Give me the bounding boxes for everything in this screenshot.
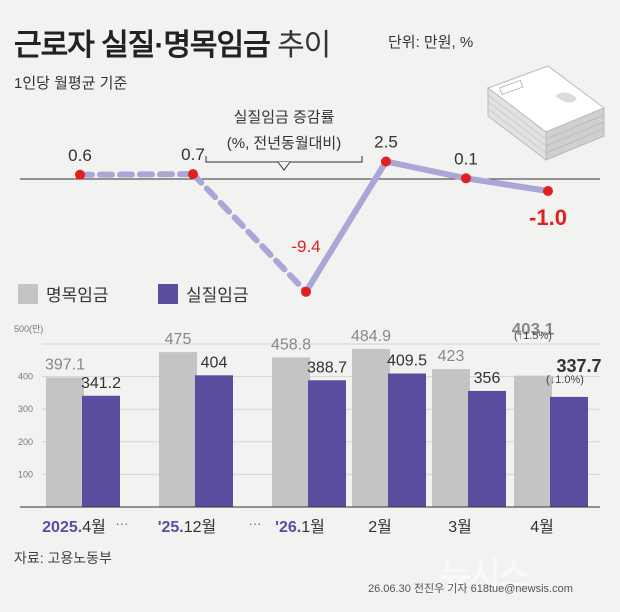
line-segment <box>77 171 196 178</box>
x-tick-label: '25.12월 <box>158 518 217 536</box>
title-light: 추이 <box>277 29 331 62</box>
bar-nominal-label: 423 <box>438 348 465 365</box>
line-segment <box>463 175 551 194</box>
bar-real-label: 337.7 <box>556 356 601 376</box>
line-chart: 0.6 0.7 -9.4 2.5 0.1 -1.0 <box>68 133 567 297</box>
line-point <box>381 156 391 167</box>
line-point <box>461 173 471 184</box>
legend-real-swatch <box>158 284 178 304</box>
bar-nominal-label: 484.9 <box>351 328 391 345</box>
bar-real <box>82 395 120 507</box>
x-tick-label: 2025.4월 <box>42 518 106 536</box>
line-data-label: -9.4 <box>291 237 320 256</box>
chart-title: 근로자 실질·명목임금 추이 <box>14 20 331 64</box>
bar-nominal-label: 403.1 <box>512 320 555 339</box>
line-point <box>543 186 553 196</box>
x-tick-label: 2월 <box>368 518 392 536</box>
legend-nominal-swatch <box>18 284 38 304</box>
line-segment <box>303 158 389 295</box>
x-axis: 2025.4월 '25.12월 '26.1월 2월 3월 4월 ··· ··· <box>20 506 600 536</box>
bar-real <box>308 380 346 507</box>
line-point <box>75 169 85 180</box>
line-data-label: 2.5 <box>374 133 398 152</box>
bar-nominal <box>432 369 470 507</box>
bar-nominal <box>352 348 390 507</box>
x-tick-label: '26.1월 <box>275 518 325 536</box>
line-data-label: 0.7 <box>181 145 205 164</box>
bar-real-label: 341.2 <box>81 375 121 392</box>
watermark-logo: 뉴시스 <box>440 557 530 595</box>
line-point <box>188 169 198 180</box>
legend-nominal-label: 명목임금 <box>46 286 109 305</box>
bar-real-label: 356 <box>474 370 501 387</box>
line-data-label: -1.0 <box>529 205 567 230</box>
nominal-change-note: (↑1.5%) <box>514 330 552 342</box>
x-tick-label: 3월 <box>448 518 472 536</box>
y-tick-label: 100 <box>18 469 33 479</box>
real-change-note: (↓1.0%) <box>546 374 584 386</box>
bar-nominal <box>272 357 310 507</box>
annotation-line1: 실질임금 증감률 <box>234 109 335 126</box>
bar-real-label: 388.7 <box>307 359 347 376</box>
bar-nominal <box>159 352 197 507</box>
y-unit-label: 500(만) <box>14 324 43 334</box>
annotation: 실질임금 증감률 (%, 전년동월대비) <box>205 109 363 171</box>
bar-nominal-label: 475 <box>165 331 192 348</box>
line-point <box>301 286 311 297</box>
legend-real-label: 실질임금 <box>186 286 249 305</box>
bar-nominal-label: 397.1 <box>45 357 85 374</box>
unit-label: 단위: 만원, % <box>388 34 474 51</box>
bar-real <box>195 375 233 507</box>
line-segment <box>190 171 309 295</box>
bar-nominal <box>514 375 552 507</box>
annotation-line2: (%, 전년동월대비) <box>227 135 341 152</box>
y-tick-label: 300 <box>18 404 33 414</box>
money-stack-icon <box>486 65 606 162</box>
basis-label: 1인당 월평균 기준 <box>14 75 128 92</box>
bar-real <box>468 390 506 507</box>
axis-break-dots: ··· <box>249 516 262 531</box>
credit-label: 26.06.30 전진우 기자 618tue@newsis.com <box>368 583 573 595</box>
source-label: 자료: 고용노동부 <box>14 550 112 566</box>
title-main: 근로자 실질·명목임금 <box>14 29 271 62</box>
bar-real <box>388 373 426 507</box>
line-data-label: 0.6 <box>68 146 92 165</box>
line-segment <box>383 158 469 182</box>
bar-real-label: 409.5 <box>387 353 427 370</box>
y-tick-label: 400 <box>18 372 33 382</box>
y-tick-label: 200 <box>18 437 33 447</box>
bar-nominal <box>46 377 84 507</box>
axis-break-dots: ··· <box>116 516 129 531</box>
bar-nominal-label: 458.8 <box>271 336 311 353</box>
bar-real-label: 404 <box>201 354 228 371</box>
line-data-label: 0.1 <box>454 149 478 168</box>
x-tick-label: 4월 <box>530 518 554 536</box>
bar-real <box>550 396 588 507</box>
